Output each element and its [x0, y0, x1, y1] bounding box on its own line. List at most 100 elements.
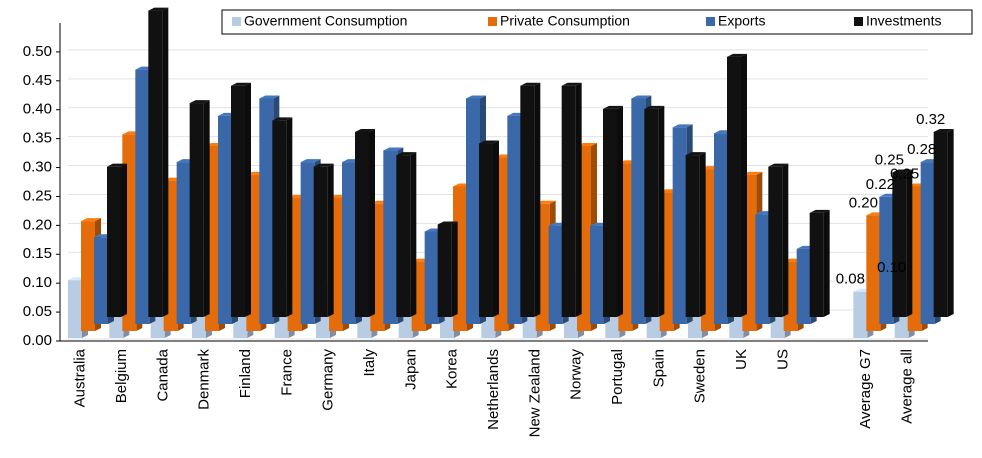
value-label: 0.10: [877, 259, 906, 276]
x-tick-label: Spain: [650, 349, 667, 387]
bar-side: [947, 128, 954, 317]
bar-top: [685, 152, 706, 156]
bar: [396, 155, 411, 317]
bar-top: [81, 218, 101, 222]
bar: [68, 280, 82, 338]
bar-top: [466, 95, 486, 99]
bar-top: [768, 163, 789, 167]
bar: [383, 150, 398, 324]
bar-side: [493, 140, 499, 317]
bar: [94, 237, 108, 324]
bar: [685, 155, 700, 317]
bar: [135, 69, 150, 324]
x-tick-label: New Zealand: [526, 349, 543, 437]
legend-label: Investments: [866, 13, 941, 29]
bar: [644, 108, 659, 317]
bar: [81, 221, 95, 331]
bar: [603, 108, 617, 317]
bar-top: [231, 82, 251, 86]
bar: [672, 127, 687, 324]
bar-top: [809, 209, 830, 213]
bar-side: [741, 53, 747, 318]
value-label: 0.08: [836, 271, 865, 288]
y-tick-label: 0.45: [23, 72, 52, 89]
bar-side: [410, 152, 417, 317]
bar-side: [617, 105, 623, 317]
x-tick-label: Japan: [402, 349, 419, 390]
bar-group: [892, 169, 913, 317]
bar-side: [534, 82, 541, 318]
bar: [714, 133, 728, 324]
y-tick-label: 0.10: [23, 274, 52, 291]
legend-box: [221, 9, 973, 35]
bar-group: [520, 82, 541, 318]
legend-label: Private Consumption: [500, 13, 630, 29]
x-tick-label: Germany: [320, 349, 337, 411]
bar: [300, 162, 315, 324]
x-tick-label: UK: [733, 349, 750, 370]
bar-side: [823, 209, 830, 317]
x-tick-label: Belgium: [113, 349, 130, 403]
x-tick-label: Australia: [72, 348, 89, 407]
bar: [507, 115, 522, 324]
bar-top: [535, 200, 556, 204]
bar: [768, 166, 783, 317]
value-label: 0.20: [849, 194, 878, 211]
bar-top: [933, 128, 954, 132]
bar-top: [148, 7, 169, 11]
bar: [892, 172, 907, 317]
bar: [853, 291, 868, 338]
bar-side: [658, 105, 665, 317]
bar-top: [437, 221, 458, 225]
bar-top: [727, 53, 747, 57]
value-label: 0.22: [866, 176, 895, 193]
x-tick-label: Portugal: [609, 349, 626, 405]
bar-group: [768, 163, 789, 317]
bar-top: [300, 159, 321, 163]
y-tick-label: 0.40: [23, 101, 52, 118]
y-tick-label: 0.00: [23, 332, 52, 349]
bar-top: [644, 105, 665, 109]
x-tick-label: Average G7: [857, 349, 874, 429]
bar-side: [575, 82, 582, 318]
bar: [218, 115, 232, 324]
bar-top: [259, 95, 280, 99]
legend-swatch: [232, 17, 241, 26]
bar-group: [231, 82, 251, 318]
bar: [231, 85, 245, 318]
legend: Government Consumption Private Consumptio…: [221, 9, 973, 35]
bar-group: [272, 117, 293, 317]
value-label: 0.32: [916, 111, 945, 128]
bar-group: [603, 105, 623, 317]
bar: [189, 103, 204, 317]
bar: [933, 131, 948, 317]
bar-side: [121, 163, 127, 317]
bar-side: [162, 7, 169, 318]
bar-group: [148, 7, 169, 318]
bar: [879, 196, 894, 324]
bar: [548, 225, 563, 324]
value-label: 0.28: [907, 141, 936, 158]
legend-label: Government Consumption: [244, 13, 407, 29]
bar: [272, 120, 287, 317]
bar-top: [272, 117, 293, 121]
x-tick-label: Average all: [898, 349, 915, 424]
bar-group: [933, 128, 954, 317]
bar-top: [577, 142, 597, 146]
bar-top: [603, 105, 623, 109]
legend-label: Exports: [718, 13, 765, 29]
bar: [107, 166, 121, 317]
bar-group: [437, 221, 458, 317]
bar-top: [892, 169, 913, 173]
bar-top: [631, 95, 652, 99]
bar-top: [355, 128, 375, 132]
bar: [920, 162, 935, 324]
bar-top: [189, 100, 210, 104]
x-tick-label: Finland: [237, 349, 254, 398]
bar-group: [313, 163, 334, 317]
bar: [176, 162, 191, 324]
bar-top: [479, 140, 499, 144]
x-tick-label: Italy: [361, 349, 378, 377]
y-tick-label: 0.25: [23, 187, 52, 204]
